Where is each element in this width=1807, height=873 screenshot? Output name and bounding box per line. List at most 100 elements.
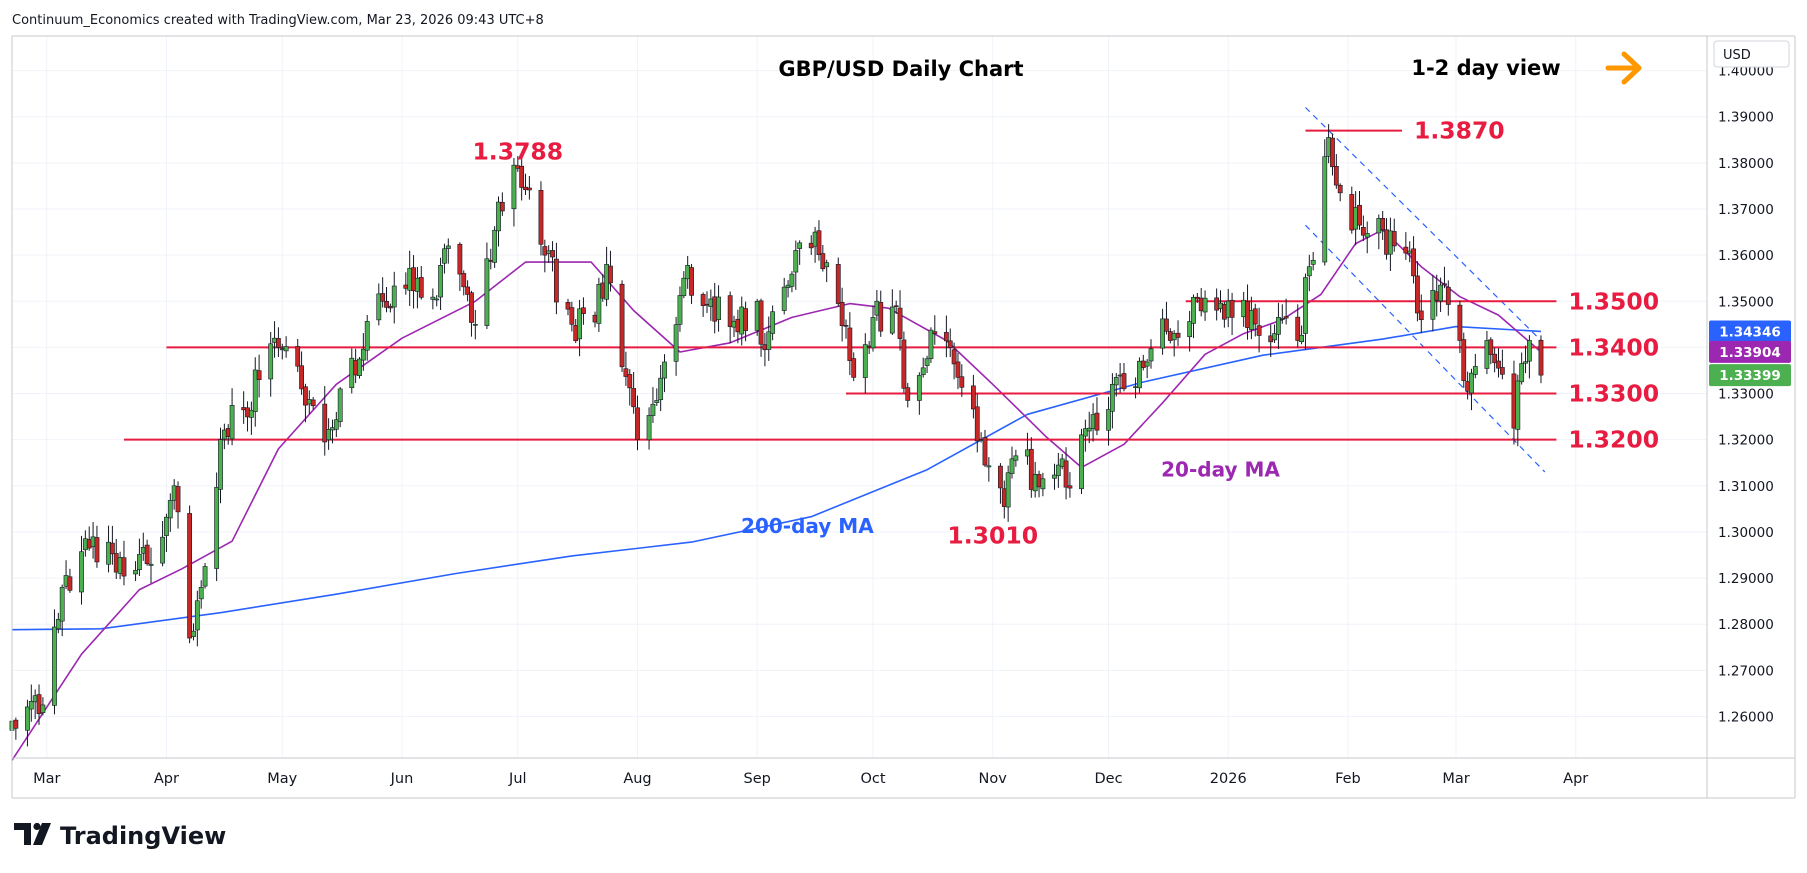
tradingview-logo-icon bbox=[14, 822, 51, 845]
candle-body bbox=[13, 719, 19, 729]
candle-body bbox=[1526, 340, 1532, 362]
price-tag-label: 1.33399 bbox=[1719, 368, 1781, 384]
candle-body bbox=[554, 258, 559, 303]
candle-body bbox=[820, 253, 826, 270]
ma200-line bbox=[11, 325, 1542, 631]
candle-body bbox=[897, 307, 903, 339]
candle-body bbox=[619, 283, 625, 368]
candle-body bbox=[94, 537, 100, 563]
candle-body bbox=[1160, 318, 1165, 349]
candle-body bbox=[1295, 316, 1301, 341]
candle-body bbox=[654, 400, 660, 403]
candle-body bbox=[1202, 297, 1208, 313]
price-tick-label: 1.36000 bbox=[1718, 248, 1774, 264]
candle-body bbox=[758, 300, 764, 345]
candle-body bbox=[1299, 334, 1304, 343]
candle-body bbox=[878, 302, 884, 332]
candle-body bbox=[608, 265, 613, 284]
candle-body bbox=[1403, 246, 1409, 254]
candle-body bbox=[1523, 361, 1528, 364]
candle-body bbox=[109, 542, 115, 555]
candle-body bbox=[870, 317, 876, 349]
candle-body bbox=[333, 419, 339, 430]
annotation-label: 200-day MA bbox=[741, 514, 874, 538]
candle-body bbox=[998, 465, 1003, 489]
month-tick-label: Jul bbox=[508, 771, 527, 787]
candle-body bbox=[519, 165, 525, 188]
candle-body bbox=[67, 576, 73, 591]
candle-body bbox=[1380, 218, 1386, 231]
month-tick-label: Mar bbox=[1442, 771, 1469, 787]
candle-body bbox=[434, 298, 440, 301]
tradingview-logo-text: TradingView bbox=[60, 822, 226, 850]
candle-body bbox=[835, 264, 841, 304]
candle-body bbox=[577, 308, 582, 340]
price-tick-label: 1.28000 bbox=[1718, 617, 1774, 633]
annotation-label: 1.3010 bbox=[947, 521, 1038, 549]
candle-body bbox=[932, 331, 938, 334]
annotations: 1.3788 1.3010 200-day MA 20-day MA bbox=[472, 138, 1280, 550]
candle-body bbox=[198, 587, 204, 600]
candle-body bbox=[391, 285, 397, 308]
candle-body bbox=[1013, 455, 1019, 461]
candle-body bbox=[1442, 283, 1447, 286]
ma20-line bbox=[11, 229, 1542, 761]
candle-body bbox=[1303, 277, 1308, 334]
month-tick-label: Sep bbox=[744, 771, 771, 787]
price-tick-label: 1.40000 bbox=[1718, 64, 1774, 80]
candle-body bbox=[920, 367, 926, 375]
candle-body bbox=[1438, 284, 1443, 302]
price-tick-label: 1.33000 bbox=[1718, 387, 1774, 403]
currency-button[interactable] bbox=[1713, 40, 1790, 68]
candle-body bbox=[1272, 333, 1277, 341]
month-tick-label: Feb bbox=[1335, 771, 1361, 787]
level-label: 1.3500 bbox=[1568, 287, 1659, 315]
candle-body bbox=[25, 706, 30, 731]
ma20-line-group bbox=[11, 229, 1542, 761]
candle-body bbox=[40, 704, 46, 713]
candle-body bbox=[569, 307, 575, 325]
candle-body bbox=[256, 370, 262, 380]
candle-body bbox=[218, 439, 223, 490]
candle-body bbox=[658, 377, 664, 401]
candle-body bbox=[789, 273, 795, 287]
candle-body bbox=[175, 486, 181, 513]
candle-body bbox=[1391, 231, 1397, 247]
candle-body bbox=[824, 262, 830, 268]
price-axis[interactable]: 1.26000 1.27000 1.28000 1.29000 1.30000 1.310… bbox=[1718, 64, 1774, 726]
candle-body bbox=[144, 544, 150, 565]
candle-body bbox=[28, 701, 34, 710]
month-tick-label: 2026 bbox=[1210, 771, 1247, 787]
candle-body bbox=[662, 361, 667, 379]
candle-body bbox=[716, 296, 721, 320]
candle-body bbox=[727, 295, 733, 327]
candle-body bbox=[1310, 259, 1316, 265]
candle-body bbox=[1364, 233, 1370, 238]
candle-body bbox=[310, 399, 316, 407]
candle-body bbox=[1337, 184, 1343, 194]
candle-body bbox=[1330, 137, 1335, 168]
candle-body bbox=[322, 403, 328, 443]
level-label: 1.3870 bbox=[1414, 117, 1505, 145]
tradingview-logo[interactable]: TradingView bbox=[14, 822, 226, 850]
candle-body bbox=[1499, 367, 1505, 375]
candle-body bbox=[164, 516, 169, 536]
month-tick-label: Aug bbox=[623, 771, 651, 787]
candle-body bbox=[1461, 339, 1467, 381]
time-axis[interactable]: Mar Apr May Jun Jul Aug Sep Oct Nov Dec 2026 Feb Mar… bbox=[33, 771, 1588, 787]
candle-body bbox=[1279, 318, 1285, 320]
candle-body bbox=[1357, 204, 1362, 226]
right-arrow-icon bbox=[1605, 51, 1642, 85]
candle-body bbox=[1067, 485, 1073, 489]
candle-body bbox=[268, 343, 274, 380]
month-tick-label: Mar bbox=[33, 771, 60, 787]
price-levels: 1.3870 1.3500 1.3400 1.3300 1.3200 bbox=[123, 117, 1659, 454]
annotation-label: 20-day MA bbox=[1161, 458, 1280, 482]
candle-body bbox=[1515, 380, 1521, 430]
candle-body bbox=[1079, 434, 1084, 490]
price-tick-label: 1.38000 bbox=[1718, 156, 1774, 172]
candle-body bbox=[1094, 412, 1100, 431]
candle-body bbox=[766, 331, 772, 350]
candle-body bbox=[1106, 409, 1111, 431]
candle-body bbox=[677, 295, 683, 325]
